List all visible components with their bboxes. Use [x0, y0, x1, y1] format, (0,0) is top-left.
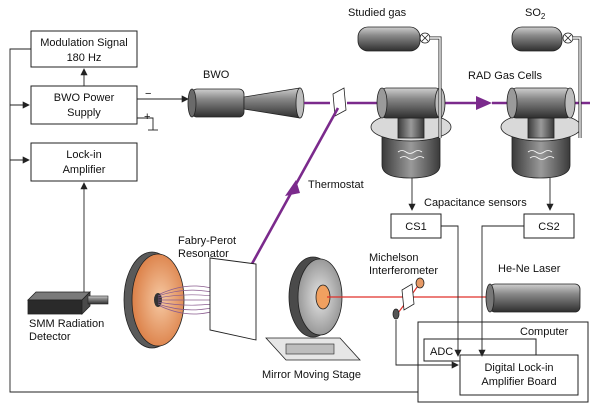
bwo-power-label: BWO Power	[54, 92, 115, 104]
he-ne-laser: He-Ne Laser	[485, 263, 581, 313]
modulation-frequency: 180 Hz	[67, 52, 102, 64]
lockin-amplifier-block: Lock-in Amplifier	[30, 142, 138, 182]
modulation-label: Modulation Signal	[40, 37, 127, 49]
cs2-label: CS2	[538, 221, 559, 233]
smm-label-2: Detector	[29, 331, 71, 343]
smm-label: SMM Radiation	[29, 318, 104, 330]
michelson-mirror: Mirror Moving Stage	[262, 256, 361, 381]
mirror-stage-label: Mirror Moving Stage	[262, 369, 361, 381]
michelson-label-2: Interferometer	[369, 265, 438, 277]
cs2-box: CS2	[523, 213, 575, 239]
fabry-perot-label-2: Resonator	[178, 248, 229, 260]
so2-label: SO2	[525, 7, 546, 21]
fabry-perot-resonator: Fabry-Perot Resonator	[123, 235, 257, 349]
digital-lockin-board: Digital Lock-in Amplifier Board	[459, 354, 579, 396]
so2-bottle: SO2	[511, 7, 582, 138]
minus-sign: −	[145, 88, 151, 100]
computer-wiring	[395, 225, 524, 369]
capacitance-sensors-label: Capacitance sensors	[424, 197, 527, 209]
bwo-label: BWO	[203, 69, 230, 81]
control-wiring: − +	[9, 48, 418, 393]
smm-radiation-detector: SMM Radiation Detector	[27, 291, 109, 343]
he-ne-laser-label: He-Ne Laser	[498, 263, 561, 275]
so2-label-main: SO	[525, 7, 541, 19]
adc-label: ADC	[430, 346, 453, 358]
bwo-power-label-2: Supply	[67, 107, 101, 119]
plus-sign: +	[144, 111, 150, 123]
studied-gas-bottle: Studied gas	[348, 7, 442, 138]
cs1-label: CS1	[405, 221, 426, 233]
lockin-label-2: Amplifier	[63, 164, 106, 176]
digital-lockin-label-2: Amplifier Board	[481, 376, 556, 388]
gas-cell-studied	[370, 87, 452, 211]
lockin-label: Lock-in	[66, 149, 101, 161]
so2-label-subscript: 2	[541, 12, 546, 21]
modulation-signal-block: Modulation Signal 180 Hz	[30, 30, 138, 68]
digital-lockin-label: Digital Lock-in	[484, 362, 553, 374]
bwo-tube: BWO	[187, 69, 305, 119]
cs1-box: CS1	[390, 213, 442, 239]
studied-gas-label: Studied gas	[348, 7, 407, 19]
rad-gas-cells-label: RAD Gas Cells	[468, 70, 542, 82]
laser-path: Michelson Interferometer	[327, 252, 490, 320]
michelson-label: Michelson	[369, 252, 419, 264]
thermostat-label: Thermostat	[308, 179, 364, 191]
computer-label: Computer	[520, 326, 569, 338]
fabry-perot-label: Fabry-Perot	[178, 235, 236, 247]
gas-cell-so2	[500, 87, 582, 211]
bwo-power-supply-block: BWO Power Supply	[30, 85, 138, 125]
